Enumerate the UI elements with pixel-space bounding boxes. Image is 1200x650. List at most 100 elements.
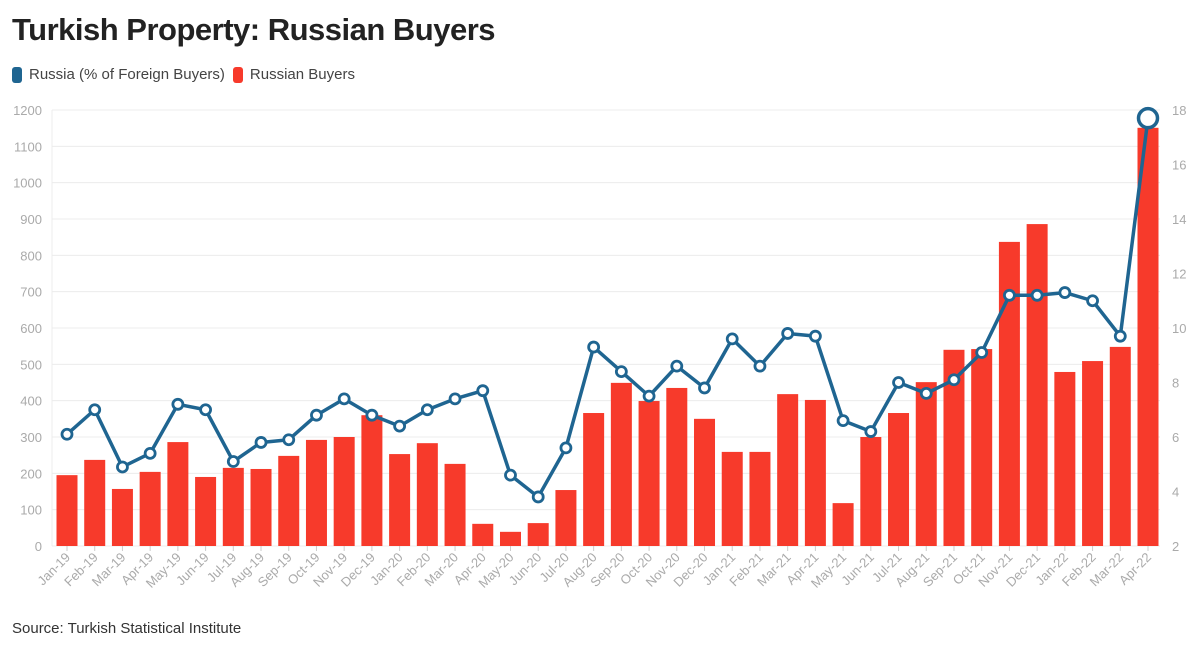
y-left-tick-label: 1200 [13, 103, 42, 118]
line-point [670, 359, 684, 373]
bar [638, 401, 660, 546]
line-point [753, 359, 767, 373]
bar [472, 523, 494, 546]
bar [444, 463, 466, 546]
line-point [642, 389, 656, 403]
line-point [892, 376, 905, 389]
bar [721, 451, 743, 546]
y-left-tick-label: 600 [20, 321, 42, 336]
y-right-tick-label: 4 [1172, 485, 1179, 500]
line-point [614, 365, 628, 379]
y-left-tick-label: 900 [20, 212, 42, 227]
chart-title: Turkish Property: Russian Buyers [12, 12, 496, 47]
line-point [143, 446, 157, 460]
y-left-tick-label: 400 [20, 394, 42, 409]
line-point [1113, 329, 1127, 343]
y-right-tick-label: 2 [1172, 539, 1179, 554]
bar [56, 475, 78, 546]
y-left-tick-label: 1000 [13, 176, 42, 191]
bar [777, 394, 799, 546]
legend-swatch-bar [232, 66, 243, 83]
bar [915, 382, 937, 546]
bar [971, 349, 993, 546]
line-point [781, 327, 795, 340]
bar [278, 455, 300, 546]
y-left-tick-label: 800 [20, 248, 42, 263]
series-line [65, 117, 1150, 499]
line-point [808, 329, 822, 343]
bar [361, 415, 383, 546]
line-point [226, 455, 240, 468]
bar [1054, 371, 1076, 546]
bar [832, 503, 854, 546]
line-point [559, 441, 573, 455]
line-point [337, 392, 351, 406]
line-point [1030, 288, 1044, 302]
bar [222, 467, 244, 546]
bar [389, 454, 411, 546]
line-point [171, 397, 185, 411]
y-left-tick-label: 500 [20, 357, 42, 372]
bar [943, 349, 965, 546]
line-point [531, 490, 545, 504]
bar [527, 523, 549, 546]
line-point [975, 346, 989, 359]
legend-label-line[interactable]: Russia (% of Foreign Buyers) [29, 66, 225, 83]
line-point [1086, 294, 1099, 308]
bar [1082, 361, 1104, 546]
bar [998, 241, 1020, 546]
y-left-tick-label: 1100 [14, 139, 42, 154]
bar [610, 382, 632, 546]
bar [1137, 127, 1159, 546]
bar [888, 413, 910, 546]
line-point [393, 419, 407, 433]
y-right-tick-label: 18 [1172, 103, 1186, 118]
line-point [448, 392, 462, 406]
bar [111, 488, 133, 546]
line-point [1003, 288, 1016, 302]
y-right-tick-label: 8 [1172, 376, 1179, 391]
line-point [254, 436, 268, 449]
bar [555, 490, 577, 546]
bar [666, 387, 688, 546]
y-right-tick-label: 6 [1172, 430, 1179, 445]
y-left-tick-label: 200 [20, 466, 42, 481]
line-point [698, 381, 711, 395]
source-note: Source: Turkish Statistical Institute [12, 620, 242, 637]
line-point [420, 403, 434, 417]
bar [250, 468, 272, 546]
y-right-tick-label: 16 [1172, 158, 1186, 173]
line-point [199, 403, 212, 417]
line-point [60, 427, 74, 441]
line-point [282, 433, 296, 447]
line-point [725, 332, 739, 346]
y-left-tick-label: 700 [20, 285, 42, 300]
bar [1026, 224, 1048, 546]
y-right-tick-label: 14 [1172, 212, 1186, 227]
legend: Russia (% of Foreign Buyers) Russian Buy… [12, 66, 355, 83]
line-point [1058, 286, 1072, 299]
bar [333, 437, 355, 546]
y-left-tick-label: 100 [20, 503, 42, 518]
bar [749, 451, 771, 546]
legend-label-bar[interactable]: Russian Buyers [249, 66, 355, 83]
y-right-tick-label: 12 [1172, 267, 1186, 282]
line-point [310, 408, 323, 422]
bar [167, 442, 189, 546]
bar [1109, 346, 1131, 546]
bar [860, 437, 882, 546]
bar [499, 531, 521, 546]
bar [416, 443, 438, 546]
line-point [116, 460, 129, 474]
bar [195, 476, 217, 546]
bar [804, 399, 826, 546]
legend-swatch-line [12, 66, 22, 83]
line-point [365, 408, 379, 422]
x-tick-label: Apr-22 [1116, 550, 1154, 588]
line-point [947, 373, 961, 387]
bar [84, 459, 106, 546]
line-point [88, 403, 102, 417]
line-point [587, 340, 601, 354]
y-left-tick-label: 0 [35, 539, 42, 554]
